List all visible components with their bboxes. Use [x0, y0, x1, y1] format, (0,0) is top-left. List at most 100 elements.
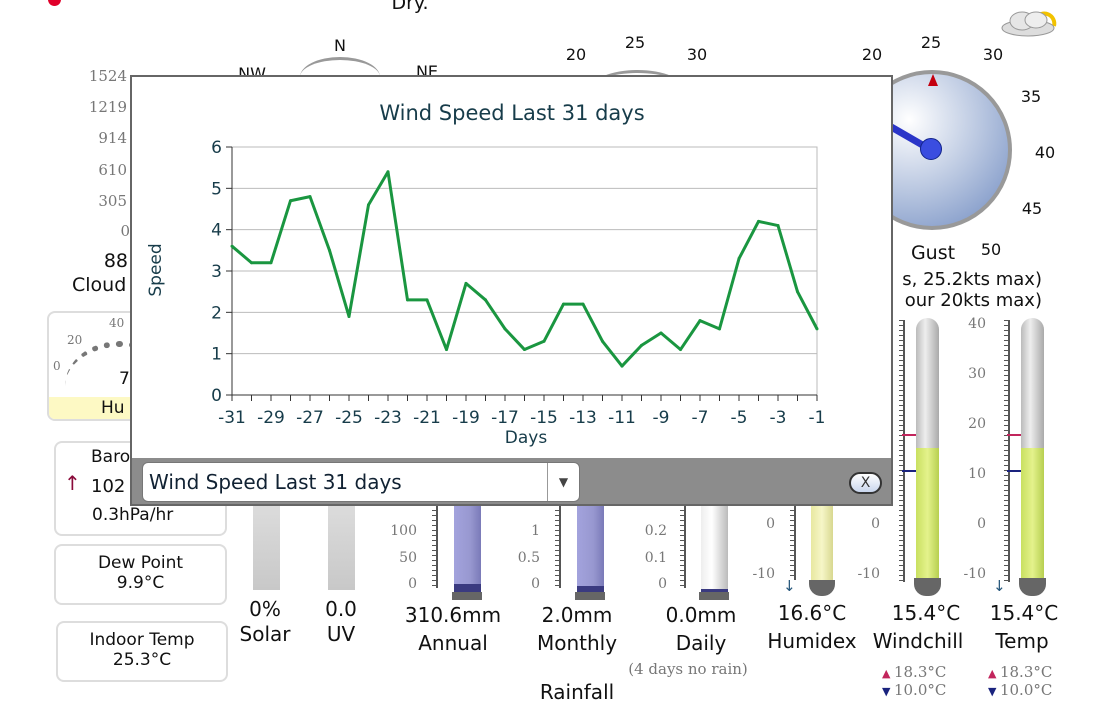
windchill-value: 15.4°C — [891, 601, 961, 625]
data-point — [718, 327, 721, 331]
y-tick-label: 1 — [211, 345, 222, 365]
gust-max-marker — [928, 74, 938, 86]
alert-dot — [48, 0, 61, 6]
data-point — [484, 298, 487, 302]
data-point — [328, 248, 331, 252]
data-point — [269, 261, 273, 265]
cloud-value: 88 — [103, 250, 128, 272]
annual-scale — [432, 500, 438, 588]
barometer-trend: 0.3hPa/hr — [92, 505, 174, 525]
data-point — [815, 327, 819, 331]
triangle-down-icon: ▼ — [882, 685, 894, 698]
gust-tick: 25 — [920, 33, 942, 52]
temp-tick: 20 — [968, 416, 986, 432]
humidex-tube — [811, 500, 833, 580]
gust-max-text: s, 25.2kts max) — [902, 269, 1042, 290]
dew-point-value: 9.9°C — [116, 573, 165, 593]
y-tick-label: 0 — [211, 386, 222, 406]
x-tick-label: -15 — [530, 408, 558, 428]
arrow-down-icon: ↓ — [993, 577, 1006, 595]
x-tick-label: -25 — [335, 408, 363, 428]
gust-tick: 30 — [982, 45, 1004, 64]
gust-tick: 20 — [861, 45, 883, 64]
windchill-high: ▲ 18.3°C — [882, 663, 946, 681]
daily-tick: 0 — [658, 576, 667, 592]
data-point — [640, 343, 643, 347]
temp-label: Temp — [995, 629, 1049, 653]
temp-value: 15.4°C — [989, 601, 1059, 625]
humidity-tick: 0 — [53, 359, 61, 373]
y-tick-label: 4 — [211, 221, 222, 241]
humidity-tick: 20 — [67, 333, 83, 347]
annual-value: 310.6mm — [404, 603, 502, 627]
data-point — [250, 261, 253, 265]
chart-select[interactable]: Wind Speed Last 31 days ▼ — [142, 462, 580, 502]
data-point — [757, 219, 760, 223]
cloud-tick: 610 — [98, 161, 127, 179]
y-tick-label: 2 — [211, 303, 222, 323]
x-axis-label: Days — [505, 428, 548, 448]
uv-label: UV — [326, 622, 356, 646]
windchill-tick: -10 — [857, 566, 880, 582]
y-tick-label: 3 — [211, 262, 222, 282]
data-point — [230, 244, 234, 248]
wind-speed-chart: Wind Speed Last 31 days Speed Days 0 1 2 3 4… — [146, 101, 825, 448]
temp-high: ▲ 18.3°C — [988, 663, 1052, 681]
windchill-low-marker — [902, 470, 916, 472]
solar-bar — [253, 500, 280, 590]
humidity-label: Hu — [101, 398, 125, 418]
data-point — [679, 348, 682, 352]
humidex-value: 16.6°C — [777, 601, 847, 625]
data-point — [367, 203, 370, 207]
humidex-tick: -10 — [752, 566, 775, 582]
data-point — [562, 302, 565, 306]
rainfall-title: Rainfall — [539, 680, 615, 704]
windchill-high-value: 18.3°C — [893, 663, 947, 681]
annual-rain-base — [452, 592, 482, 600]
monthly-tick: 1 — [531, 523, 540, 539]
gust-tick: 45 — [1021, 199, 1043, 218]
x-tick-label: -23 — [374, 408, 402, 428]
data-point — [308, 195, 312, 199]
temp-fill — [1021, 448, 1044, 580]
cloud-tick: 305 — [98, 192, 127, 210]
monthly-scale — [555, 500, 561, 588]
wind-tick-30: 30 — [686, 45, 708, 64]
temp-high-marker — [1007, 434, 1021, 436]
temp-low-marker — [1007, 470, 1021, 472]
cloud-tick: 0 — [120, 222, 130, 240]
chevron-down-icon[interactable]: ▼ — [547, 463, 579, 501]
gust-hour-max-text: our 20kts max) — [904, 290, 1042, 311]
annual-tick: 100 — [390, 523, 417, 539]
monthly-label: Monthly — [536, 631, 618, 655]
gust-needle-hub — [920, 138, 942, 160]
triangle-up-icon: ▲ — [882, 667, 894, 680]
arrow-up-icon: ↑ — [64, 471, 81, 495]
close-button[interactable]: X — [849, 472, 882, 494]
arrow-down-icon: ↓ — [783, 577, 796, 595]
x-tick-label: -29 — [257, 408, 285, 428]
chart-popup: Wind Speed Last 31 days Speed Days 0 1 2 3 4… — [130, 75, 893, 506]
windchill-bulb — [914, 578, 941, 596]
x-tick-label: -27 — [296, 408, 324, 428]
annual-label: Annual — [418, 631, 488, 655]
cloud-label: Cloud — [72, 274, 127, 296]
monthly-tick: 0 — [531, 576, 540, 592]
windchill-low: ▼ 10.0°C — [882, 681, 946, 699]
compass-n-label: N — [334, 36, 346, 55]
triangle-down-icon: ▼ — [988, 685, 1000, 698]
cloud-tick: 1219 — [88, 98, 127, 116]
humidity-tick: 40 — [109, 316, 125, 330]
annual-rain-tube — [454, 500, 481, 592]
temp-bulb — [1019, 578, 1046, 596]
data-point — [406, 298, 409, 302]
x-tick-label: -11 — [608, 408, 636, 428]
data-point — [776, 224, 780, 228]
temp-tick: 10 — [968, 466, 986, 482]
partly-cloudy-icon — [998, 6, 1058, 38]
x-tick-label: -21 — [413, 408, 441, 428]
data-point — [796, 290, 799, 294]
condition-text: Dry. — [391, 0, 429, 14]
daily-value: 0.0mm — [665, 603, 737, 627]
temp-tick: -10 — [963, 566, 986, 582]
